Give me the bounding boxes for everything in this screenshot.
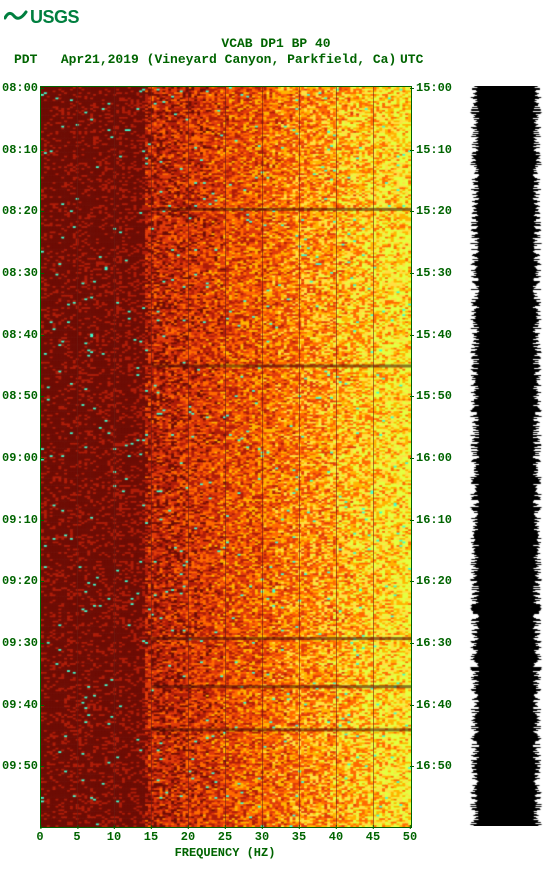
y-tick-left: 08:10 xyxy=(2,143,38,157)
y-tick-left: 09:40 xyxy=(2,698,38,712)
y-tick-left: 09:30 xyxy=(2,636,38,650)
y-tick-right: 15:20 xyxy=(416,204,452,218)
logo-text: USGS xyxy=(30,7,79,28)
y-tick-left: 08:30 xyxy=(2,266,38,280)
waveform-panel xyxy=(466,86,546,826)
y-tick-left: 08:50 xyxy=(2,389,38,403)
y-tick-right: 16:10 xyxy=(416,513,452,527)
spectrogram-plot xyxy=(40,86,412,828)
date: Apr21,2019 xyxy=(61,52,139,67)
y-tick-right: 15:30 xyxy=(416,266,452,280)
y-tick-left: 08:00 xyxy=(2,81,38,95)
x-tick: 0 xyxy=(36,830,43,844)
tz-left: PDT xyxy=(14,52,37,67)
y-tick-right: 15:50 xyxy=(416,389,452,403)
x-tick: 45 xyxy=(366,830,380,844)
x-tick: 50 xyxy=(403,830,417,844)
x-tick: 40 xyxy=(329,830,343,844)
y-tick-right: 15:00 xyxy=(416,81,452,95)
y-tick-left: 09:10 xyxy=(2,513,38,527)
y-tick-left: 08:40 xyxy=(2,328,38,342)
spectrogram-canvas xyxy=(41,87,411,827)
x-tick: 5 xyxy=(73,830,80,844)
x-tick: 10 xyxy=(107,830,121,844)
chart-subtitle: PDT Apr21,2019 (Vineyard Canyon, Parkfie… xyxy=(14,52,396,67)
y-tick-right: 16:40 xyxy=(416,698,452,712)
y-tick-right: 16:50 xyxy=(416,759,452,773)
x-tick: 25 xyxy=(218,830,232,844)
x-tick: 20 xyxy=(181,830,195,844)
wave-icon xyxy=(4,4,28,31)
x-tick: 35 xyxy=(292,830,306,844)
location: (Vineyard Canyon, Parkfield, Ca) xyxy=(147,52,397,67)
y-tick-right: 16:00 xyxy=(416,451,452,465)
x-axis-label: FREQUENCY (HZ) xyxy=(40,846,410,860)
chart-title: VCAB DP1 BP 40 xyxy=(0,36,552,51)
y-tick-right: 16:20 xyxy=(416,574,452,588)
y-tick-left: 09:20 xyxy=(2,574,38,588)
y-tick-right: 15:40 xyxy=(416,328,452,342)
y-tick-left: 09:00 xyxy=(2,451,38,465)
y-tick-left: 09:50 xyxy=(2,759,38,773)
y-tick-right: 16:30 xyxy=(416,636,452,650)
y-tick-left: 08:20 xyxy=(2,204,38,218)
y-tick-right: 15:10 xyxy=(416,143,452,157)
waveform-canvas xyxy=(466,86,546,826)
x-tick: 15 xyxy=(144,830,158,844)
usgs-logo: USGS xyxy=(4,4,79,31)
x-tick: 30 xyxy=(255,830,269,844)
tz-right: UTC xyxy=(400,52,423,67)
